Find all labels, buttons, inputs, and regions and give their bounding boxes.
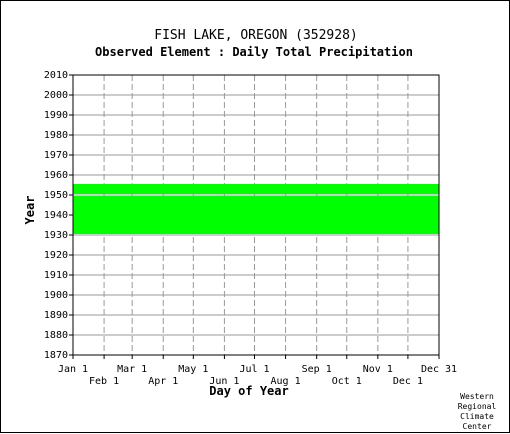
x-tick-label: Sep 1 [302,364,332,375]
x-tick-label: Jun 1 [209,376,239,387]
data-band-year [73,202,439,204]
data-band-year [73,204,439,206]
data-band-year [73,190,439,192]
x-tick-label: Dec 1 [393,376,423,387]
x-tick-label: Jan 1 [58,364,88,375]
y-tick-labels: 2010 2000 1990 1980 1970 1960 1950 1940 1930 1920… [44,70,73,361]
y-tick-label: 2000 [44,90,68,101]
x-tick-label: Feb 1 [89,376,119,387]
y-tick-label: 1930 [44,230,68,241]
y-tick-label: 2010 [44,70,68,81]
credit-line: Center [463,422,492,431]
y-tick-label: 1970 [44,150,68,161]
y-tick-label: 1910 [44,270,68,281]
x-tick-label: Apr 1 [148,376,178,387]
data-band-year [73,226,439,228]
data-band-year [73,196,439,198]
chart-subtitle: Observed Element : Daily Total Precipita… [95,45,413,59]
x-tick-label: Mar 1 [117,364,147,375]
x-tick-label: Dec 31 [421,364,457,375]
data-band-year [73,200,439,202]
x-tick-label: Oct 1 [332,376,362,387]
data-band-year [73,186,439,188]
data-band-year [73,220,439,222]
data-band-year [73,232,439,234]
chart-title: FISH LAKE, OREGON (352928) [154,28,358,43]
data-band-year [73,214,439,216]
y-tick-label: 1950 [44,190,68,201]
credit-line: Climate [460,412,494,421]
y-tick-label: 1900 [44,290,68,301]
y-tick-label: 1880 [44,330,68,341]
y-tick-label: 1960 [44,170,68,181]
data-band-year [73,216,439,218]
y-tick-label: 1890 [44,310,68,321]
credit-line: Western [460,392,494,401]
y-tick-label: 1940 [44,210,68,221]
credit-line: Regional [458,402,497,411]
data-band-year [73,222,439,224]
y-axis-label: Year [23,196,37,225]
data-band-year [73,230,439,232]
y-tick-label: 1990 [44,110,68,121]
x-tick-label: Jul 1 [239,364,269,375]
data-band-year [73,188,439,190]
y-tick-label: 1870 [44,350,68,361]
data-bands [73,184,439,234]
data-band-year [73,198,439,200]
data-band-year [73,212,439,214]
data-band-year [73,218,439,220]
data-band-year [73,224,439,226]
x-tick-labels: Jan 1 Mar 1 May 1 Jul 1 Sep 1 Nov 1 Dec 31 Feb … [58,355,457,387]
x-tick-label: May 1 [178,364,208,375]
y-tick-label: 1980 [44,130,68,141]
x-axis-label: Day of Year [209,384,288,398]
x-tick-label: Aug 1 [271,376,301,387]
data-band-year [73,192,439,194]
data-band-year [73,184,439,186]
y-tick-label: 1920 [44,250,68,261]
data-band-year [73,208,439,210]
x-tick-label: Nov 1 [363,364,393,375]
data-band-year [73,228,439,230]
data-band-year [73,206,439,208]
data-band-year [73,210,439,212]
